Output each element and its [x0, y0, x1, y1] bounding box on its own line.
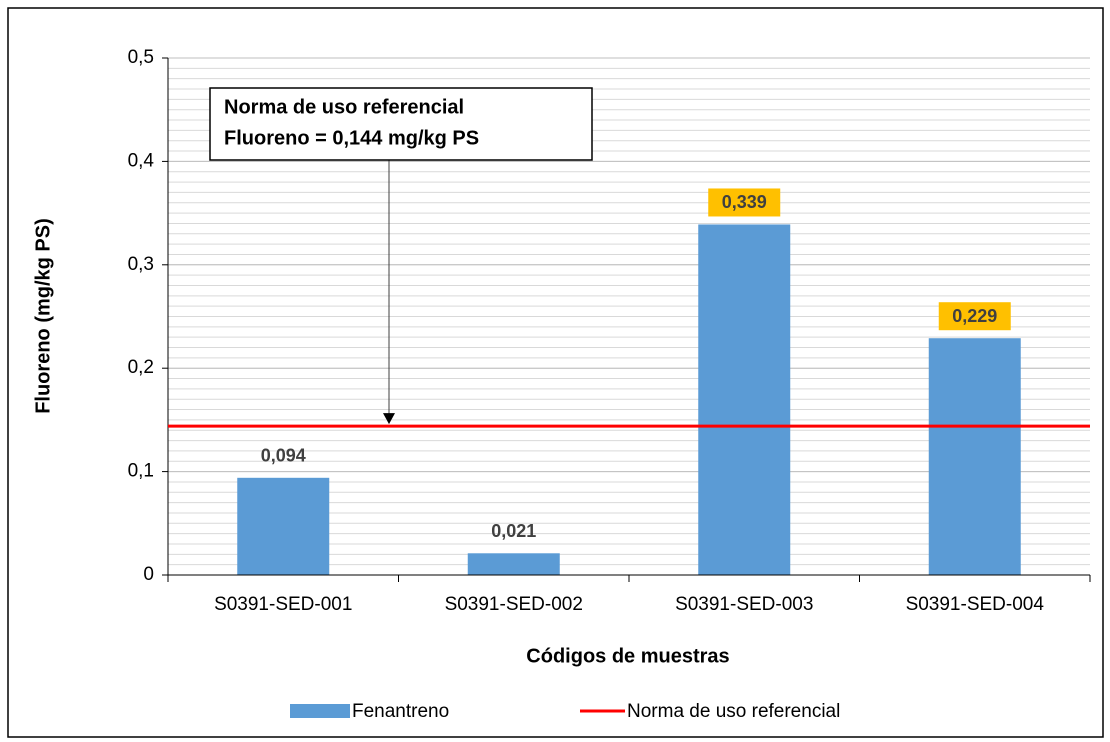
value-label-bg [938, 302, 1011, 331]
legend-label: Fenantreno [352, 701, 449, 722]
y-axis-title: Fluoreno (mg/kg PS) [32, 218, 54, 414]
annotation-text: Fluoreno = 0,144 mg/kg PS [224, 127, 479, 149]
value-label: 0,021 [491, 521, 536, 541]
legend-label: Norma de uso referencial [627, 701, 840, 722]
x-axis-title: Códigos de muestras [526, 645, 729, 667]
y-tick-label: 0,5 [128, 47, 154, 68]
bar [467, 553, 560, 575]
annotation-box [209, 87, 593, 161]
x-tick-label: S0391-SED-002 [445, 594, 583, 615]
value-label: 0,094 [261, 446, 306, 466]
y-tick-label: 0,3 [128, 254, 154, 275]
annotation-text: Norma de uso referencial [224, 96, 464, 118]
value-label-bg [708, 188, 781, 217]
x-tick-label: S0391-SED-003 [675, 594, 813, 615]
bar [928, 338, 1021, 575]
legend-swatch [290, 704, 350, 718]
marks [237, 224, 1021, 575]
y-tick-label: 0,4 [128, 150, 155, 171]
value-label: 0,229 [952, 306, 997, 326]
bar [237, 477, 330, 575]
y-tick-label: 0 [143, 564, 154, 585]
y-tick-label: 0,1 [128, 461, 154, 482]
x-tick-label: S0391-SED-001 [214, 594, 352, 615]
bar [698, 224, 791, 575]
annotation-arrowhead [383, 413, 395, 425]
y-tick-label: 0,2 [128, 357, 154, 378]
value-label: 0,339 [722, 192, 767, 212]
x-tick-label: S0391-SED-004 [906, 594, 1045, 615]
